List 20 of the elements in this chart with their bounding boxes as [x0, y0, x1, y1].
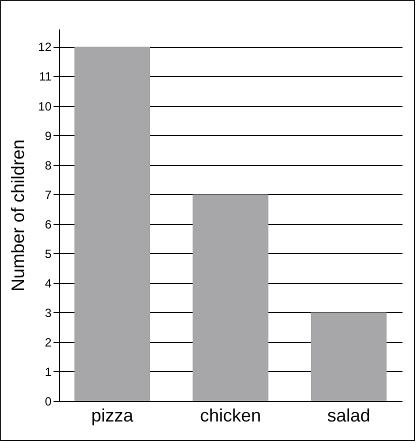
y-tick-label: 7 — [44, 188, 52, 202]
bar — [310, 312, 387, 401]
x-tick-label: pizza — [91, 406, 134, 426]
y-tick-label: 8 — [44, 158, 52, 172]
y-tick-label: 4 — [44, 276, 52, 290]
y-tick-label: 12 — [38, 40, 52, 54]
bar — [192, 194, 268, 401]
bar — [74, 46, 150, 401]
y-tick-label: 11 — [39, 70, 52, 84]
x-tick-label: chicken — [200, 406, 262, 426]
y-tick-label: 2 — [44, 335, 52, 350]
y-tick-label: 5 — [44, 246, 52, 261]
y-tick-label: 1 — [44, 364, 52, 379]
y-tick-label: 3 — [44, 306, 52, 320]
y-tick-label: 0 — [44, 394, 52, 408]
y-axis-title: Number of children — [8, 139, 28, 292]
y-tick-label: 6 — [44, 217, 52, 232]
y-tick-label: 9 — [44, 128, 52, 143]
y-tick-label: 10 — [38, 99, 52, 114]
x-tick-label: salad — [327, 406, 370, 426]
